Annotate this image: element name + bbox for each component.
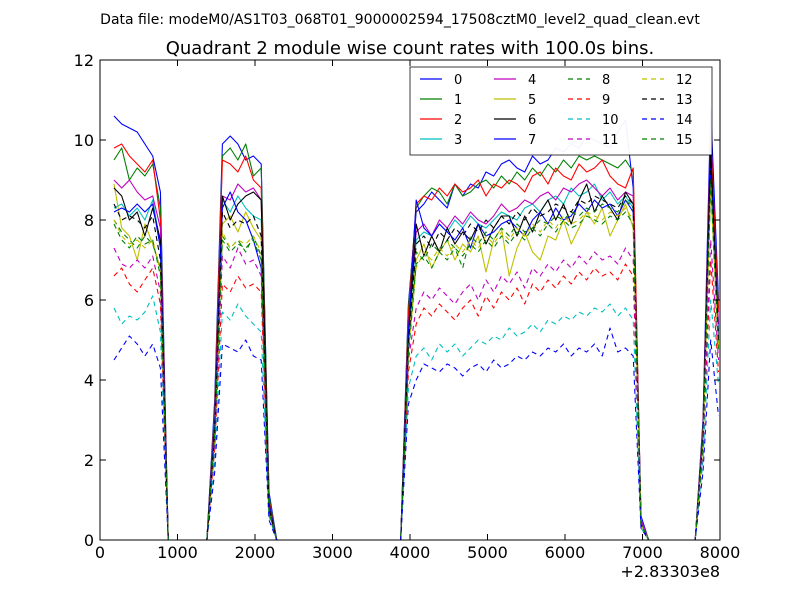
- y-tick-label: 12: [74, 51, 94, 70]
- legend-label-5: 5: [528, 93, 536, 108]
- series-line-15: [113, 183, 720, 540]
- chart-title: Quadrant 2 module wise count rates with …: [166, 38, 655, 59]
- legend-label-9: 9: [602, 93, 610, 108]
- x-tick-label: 0: [95, 543, 105, 562]
- legend-label-11: 11: [602, 133, 619, 148]
- legend-label-0: 0: [454, 73, 462, 88]
- x-tick-label: 3000: [312, 543, 353, 562]
- legend-label-15: 15: [676, 133, 693, 148]
- legend-label-2: 2: [454, 113, 462, 128]
- series-line-14: [113, 327, 720, 540]
- legend-label-8: 8: [602, 73, 610, 88]
- legend-label-10: 10: [602, 113, 619, 128]
- x-tick-label: 7000: [622, 543, 663, 562]
- y-tick-label: 8: [84, 211, 94, 230]
- x-tick-label: 5000: [467, 543, 508, 562]
- legend-label-3: 3: [454, 133, 462, 148]
- chart-suptitle: Data file: modeM0/AS1T03_068T01_90000025…: [100, 12, 700, 28]
- series-line-10: [113, 295, 720, 540]
- y-tick-label: 6: [84, 291, 94, 310]
- legend-label-7: 7: [528, 133, 536, 148]
- y-tick-label: 4: [84, 371, 94, 390]
- legend-frame: [409, 66, 713, 156]
- legend-label-6: 6: [528, 113, 536, 128]
- x-tick-label: 1000: [157, 543, 198, 562]
- x-tick-label: 6000: [545, 543, 586, 562]
- x-tick-label: 2000: [235, 543, 276, 562]
- legend-label-12: 12: [676, 73, 693, 88]
- legend-label-13: 13: [676, 93, 693, 108]
- legend-label-1: 1: [454, 93, 462, 108]
- legend-label-14: 14: [676, 113, 693, 128]
- series-layer: [113, 107, 720, 540]
- series-line-13: [113, 155, 720, 540]
- x-tick-label: 8000: [700, 543, 741, 562]
- x-tick-label: 4000: [390, 543, 431, 562]
- legend-label-4: 4: [528, 73, 536, 88]
- y-tick-label: 2: [84, 451, 94, 470]
- x-axis: 0 1000 2000 3000 4000 5000 6000 7000 8000: [95, 60, 740, 562]
- x-offset-label: +2.83303e8: [620, 562, 720, 581]
- y-tick-label: 0: [84, 531, 94, 550]
- y-tick-label: 10: [74, 131, 94, 150]
